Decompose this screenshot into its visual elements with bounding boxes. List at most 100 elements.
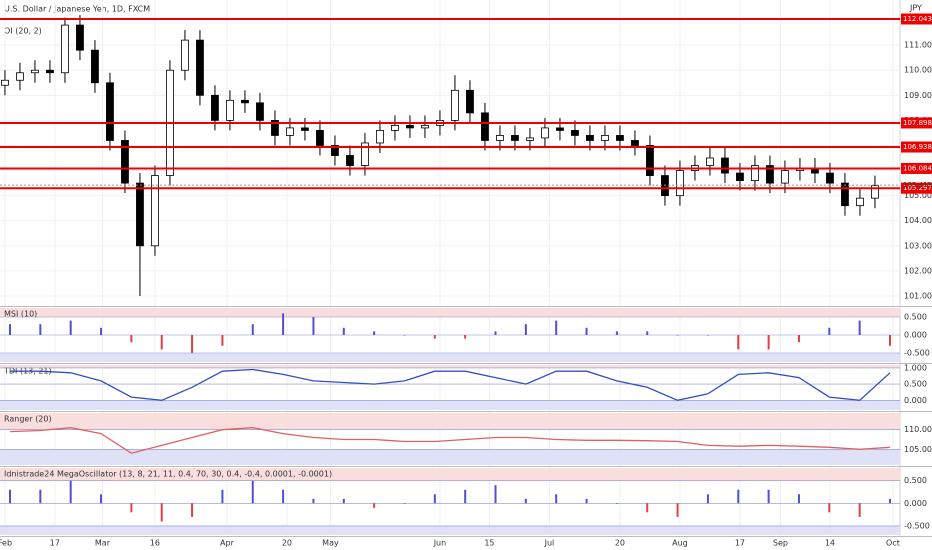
x-tick-label: Mar: [95, 539, 111, 548]
histogram-bar: [676, 503, 679, 517]
candle-body: [211, 94, 219, 121]
level-label: 106.938: [903, 143, 932, 151]
histogram-bar: [39, 489, 42, 504]
indicator-label: OI (20, 2): [4, 27, 42, 36]
x-tick-label: 14: [825, 539, 835, 548]
candle-body: [856, 197, 864, 207]
histogram-bar: [373, 331, 376, 335]
y-tick-label: 102.000: [904, 266, 932, 275]
candle-body: [106, 82, 114, 141]
candle-body: [16, 72, 24, 81]
histogram-bar: [494, 331, 497, 335]
candle-body: [391, 125, 399, 131]
level-label: 107.898: [903, 119, 932, 127]
histogram-bar: [615, 331, 618, 335]
candle-body: [766, 165, 774, 184]
lower-band: [0, 400, 900, 410]
candle-body: [196, 39, 204, 96]
candle-body: [496, 135, 504, 141]
histogram-bar: [69, 480, 72, 504]
histogram-bar: [69, 320, 72, 335]
candle-body: [376, 130, 384, 144]
histogram-bar: [646, 331, 649, 335]
histogram-bar: [373, 503, 376, 508]
candle-body: [451, 89, 459, 121]
x-tick-label: 15: [484, 539, 494, 548]
histogram-bar: [403, 503, 406, 504]
y-tick-label: 0.000: [904, 331, 927, 340]
histogram-bar: [221, 489, 224, 504]
candle-body: [226, 99, 234, 121]
candle-body: [841, 182, 849, 207]
histogram-bar: [251, 324, 254, 335]
indicator-line: [9, 427, 891, 454]
y-tick-label: 0.500: [904, 313, 927, 322]
candle-body: [346, 155, 354, 166]
candle-body: [826, 172, 834, 184]
last-price-label: 105.419: [903, 181, 932, 189]
x-tick-label: Jul: [544, 539, 555, 548]
indicator-line: [10, 368, 891, 401]
histogram-bar: [282, 313, 285, 335]
candle-body: [1, 79, 9, 86]
x-tick-label: 17: [50, 539, 60, 548]
y-tick-label: 109.000: [904, 91, 932, 100]
candle-body: [616, 135, 624, 141]
candle-body: [361, 142, 369, 166]
y-tick-label: 0.500: [904, 476, 927, 485]
candle-body: [751, 165, 759, 181]
histogram-bar: [312, 317, 315, 335]
y-tick-label: 110.000: [904, 66, 932, 75]
candle-body: [646, 145, 654, 176]
x-tick-label: 20: [282, 539, 292, 548]
histogram-bar: [403, 335, 406, 336]
histogram-bar: [251, 480, 254, 504]
x-tick-label: Oct: [886, 539, 900, 548]
histogram-bar: [100, 327, 103, 335]
candle-body: [736, 172, 744, 181]
histogram-bar: [797, 494, 800, 504]
y-tick-label: -0.500: [904, 349, 930, 358]
histogram-bar: [524, 324, 527, 335]
histogram-bar: [130, 335, 133, 343]
candle-body: [316, 130, 324, 146]
histogram-bar: [646, 503, 649, 513]
level-tag: [901, 182, 932, 194]
y-tick-label: 105.000: [904, 191, 932, 200]
candle-body: [556, 127, 564, 131]
y-tick-label: 104.000: [904, 216, 932, 225]
histogram-bar: [160, 335, 163, 350]
candle-body: [421, 125, 429, 129]
candle-body: [271, 119, 279, 136]
candle-body: [721, 157, 729, 174]
upper-band: [0, 413, 900, 430]
x-tick-label: 20: [615, 539, 625, 548]
x-tick-label: Apr: [220, 539, 235, 548]
y-tick-label: 110.000: [904, 425, 932, 434]
histogram-bar: [221, 335, 224, 346]
histogram-bar: [737, 489, 740, 504]
candle-body: [676, 170, 684, 197]
histogram-bar: [555, 320, 558, 335]
y-tick-label: 101.000: [904, 291, 932, 300]
histogram-bar: [858, 503, 861, 517]
y-tick-label: 0.500: [904, 380, 927, 389]
histogram-bar: [676, 335, 679, 336]
level-label: 105.297: [903, 184, 932, 192]
histogram-bar: [767, 489, 770, 504]
histogram-bar: [585, 327, 588, 335]
level-tag: [901, 13, 932, 25]
candle-body: [301, 127, 309, 131]
panel-title: Ranger (20): [4, 415, 52, 424]
x-tick-label: Sep: [773, 539, 788, 548]
histogram-bar: [524, 498, 527, 504]
candle-body: [286, 127, 294, 136]
y-tick-label: 0.000: [904, 396, 927, 405]
histogram-bar: [464, 489, 467, 504]
histogram-bar: [191, 335, 194, 353]
y-tick-label: -0.500: [904, 521, 930, 530]
histogram-bar: [9, 489, 11, 504]
candle-body: [46, 69, 54, 74]
y-tick-label: 111.000: [904, 41, 932, 50]
candle-body: [571, 130, 579, 136]
